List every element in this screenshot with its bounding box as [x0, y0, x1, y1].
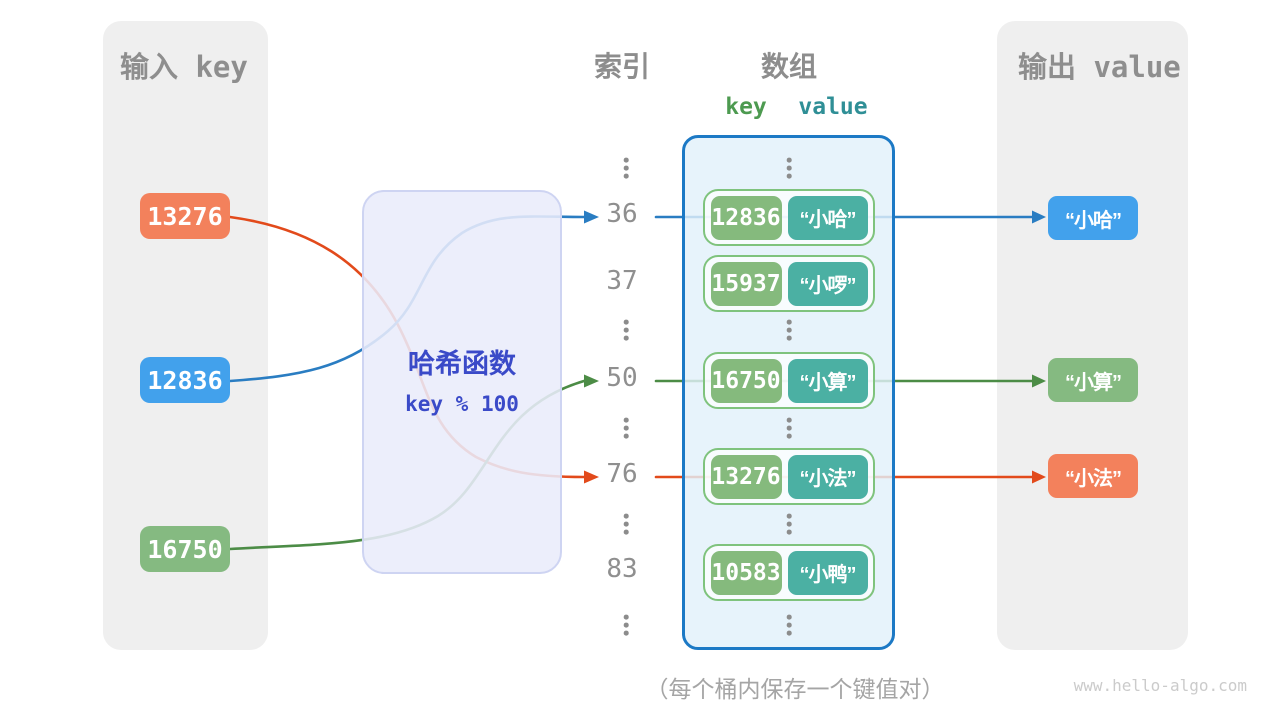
- index-column-title: 索引: [593, 51, 651, 82]
- bucket-value: “小法”: [787, 454, 868, 499]
- key-column-header: key: [725, 94, 767, 120]
- bucket-key: 10583: [710, 550, 782, 595]
- index-37: 37: [606, 266, 638, 296]
- value-column-header: value: [798, 94, 868, 120]
- index-36: 36: [606, 199, 638, 229]
- bucket-key: 13276: [710, 454, 782, 499]
- bucket-key: 16750: [710, 358, 782, 403]
- input-key-16750: 16750: [140, 526, 230, 572]
- bucket-row-37: 15937 “小啰”: [703, 255, 875, 312]
- arrowhead-to-index-50: [584, 374, 599, 388]
- website-watermark: www.hello-algo.com: [1073, 676, 1247, 695]
- output-value-xiaoha: “小哈”: [1048, 196, 1138, 240]
- output-value-panel: [997, 21, 1188, 650]
- output-value-xiaosuan: “小算”: [1048, 358, 1138, 402]
- output-panel-title: 输出 value: [1018, 50, 1181, 84]
- bucket-value: “小鸭”: [787, 550, 868, 595]
- index-50: 50: [606, 363, 638, 393]
- ellipsis-dots: [786, 614, 792, 636]
- array-column-title: 数组: [760, 51, 818, 82]
- hash-function-title: 哈希函数: [408, 349, 516, 379]
- bucket-key: 15937: [710, 261, 782, 306]
- ellipsis-dots: [623, 319, 629, 341]
- ellipsis-dots: [786, 319, 792, 341]
- ellipsis-dots: [623, 614, 629, 636]
- arrowhead-to-output-xiaofa: [1032, 470, 1046, 484]
- input-panel-title: 输入 key: [120, 50, 248, 84]
- arrowhead-to-index-36: [584, 210, 599, 224]
- bucket-row-36: 12836 “小哈”: [703, 189, 875, 246]
- bucket-value: “小算”: [787, 358, 868, 403]
- ellipsis-dots: [623, 513, 629, 535]
- bucket-value: “小啰”: [787, 261, 868, 306]
- bucket-row-83: 10583 “小鸭”: [703, 544, 875, 601]
- arrowhead-to-output-xiaosuan: [1032, 374, 1046, 388]
- index-76: 76: [606, 459, 638, 489]
- input-key-12836: 12836: [140, 357, 230, 403]
- diagram-caption: （每个桶内保存一个键值对）: [645, 676, 945, 702]
- ellipsis-dots: [786, 157, 792, 179]
- input-key-13276: 13276: [140, 193, 230, 239]
- bucket-row-76: 13276 “小法”: [703, 448, 875, 505]
- ellipsis-dots: [623, 157, 629, 179]
- ellipsis-dots: [786, 417, 792, 439]
- bucket-key: 12836: [710, 195, 782, 240]
- bucket-row-50: 16750 “小算”: [703, 352, 875, 409]
- bucket-value: “小哈”: [787, 195, 868, 240]
- hash-function-formula: key % 100: [405, 392, 519, 416]
- index-83: 83: [606, 554, 638, 584]
- ellipsis-dots: [623, 417, 629, 439]
- arrowhead-to-index-76: [584, 470, 599, 484]
- hash-function-box: 哈希函数 key % 100: [362, 190, 562, 574]
- ellipsis-dots: [786, 513, 792, 535]
- output-value-xiaofa: “小法”: [1048, 454, 1138, 498]
- arrowhead-to-output-xiaoha: [1032, 210, 1046, 224]
